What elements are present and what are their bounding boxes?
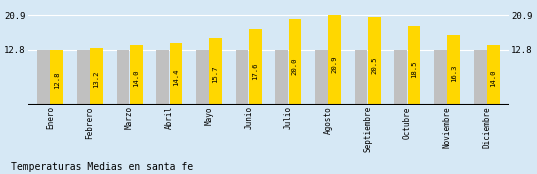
Bar	[77, 50, 90, 105]
Bar	[395, 50, 407, 105]
Text: 12.8: 12.8	[54, 71, 60, 89]
Bar	[156, 50, 169, 105]
Text: 16.3: 16.3	[451, 65, 456, 82]
Text: 20.9: 20.9	[331, 56, 338, 73]
Bar	[170, 43, 182, 105]
Bar	[315, 50, 328, 105]
Bar	[288, 19, 301, 105]
Text: 18.5: 18.5	[411, 60, 417, 78]
Bar	[209, 38, 222, 105]
Bar	[434, 50, 447, 105]
Bar	[90, 48, 103, 105]
Bar	[50, 50, 63, 105]
Bar	[368, 17, 381, 105]
Bar	[328, 15, 341, 105]
Text: 17.6: 17.6	[252, 62, 258, 80]
Bar	[196, 50, 209, 105]
Bar	[474, 50, 487, 105]
Bar	[408, 26, 420, 105]
Text: 20.0: 20.0	[292, 57, 298, 75]
Bar	[130, 45, 142, 105]
Bar	[355, 50, 367, 105]
Bar	[275, 50, 288, 105]
Bar	[117, 50, 129, 105]
Bar	[447, 35, 460, 105]
Text: 13.2: 13.2	[93, 71, 99, 88]
Text: 14.4: 14.4	[173, 68, 179, 86]
Bar	[38, 50, 50, 105]
Bar	[487, 45, 499, 105]
Text: 15.7: 15.7	[213, 66, 219, 83]
Text: 14.0: 14.0	[133, 69, 139, 87]
Bar	[236, 50, 249, 105]
Text: 14.0: 14.0	[490, 69, 496, 87]
Bar	[249, 29, 262, 105]
Text: Temperaturas Medias en santa fe: Temperaturas Medias en santa fe	[11, 162, 193, 172]
Text: 20.5: 20.5	[371, 57, 378, 74]
